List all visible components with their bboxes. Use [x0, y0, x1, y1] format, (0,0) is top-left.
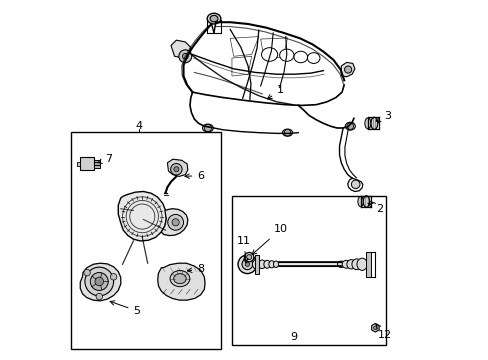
Ellipse shape — [273, 261, 278, 267]
Bar — [254, 255, 258, 274]
Polygon shape — [260, 38, 287, 59]
Text: 4: 4 — [135, 121, 142, 131]
Circle shape — [90, 273, 108, 291]
Bar — [94, 159, 100, 168]
Circle shape — [344, 66, 351, 73]
Text: 11: 11 — [236, 236, 250, 263]
Ellipse shape — [370, 117, 377, 130]
Ellipse shape — [364, 118, 370, 129]
Text: 3: 3 — [375, 111, 390, 121]
Polygon shape — [230, 37, 258, 56]
Bar — [366, 252, 370, 277]
Circle shape — [182, 53, 188, 59]
Text: 5: 5 — [110, 301, 140, 316]
Circle shape — [204, 125, 211, 132]
Ellipse shape — [173, 274, 186, 284]
Ellipse shape — [357, 196, 363, 207]
Ellipse shape — [337, 261, 345, 267]
Circle shape — [373, 326, 376, 329]
Polygon shape — [80, 263, 121, 301]
Text: 9: 9 — [290, 332, 297, 342]
Polygon shape — [171, 40, 190, 58]
Polygon shape — [118, 192, 166, 241]
Ellipse shape — [356, 258, 366, 270]
Circle shape — [242, 259, 252, 270]
Bar — [278, 262, 341, 266]
Circle shape — [85, 267, 113, 296]
Polygon shape — [231, 56, 251, 76]
Ellipse shape — [170, 271, 189, 287]
Ellipse shape — [307, 53, 319, 63]
Circle shape — [244, 262, 249, 266]
Ellipse shape — [342, 260, 350, 268]
Circle shape — [179, 50, 191, 63]
Ellipse shape — [261, 48, 277, 61]
Ellipse shape — [252, 260, 260, 269]
Circle shape — [95, 277, 103, 286]
Polygon shape — [161, 209, 187, 235]
Circle shape — [110, 274, 117, 280]
Polygon shape — [371, 323, 378, 332]
Circle shape — [174, 167, 179, 172]
Ellipse shape — [293, 51, 307, 63]
Bar — [77, 162, 80, 166]
Text: 8: 8 — [187, 264, 204, 274]
Circle shape — [351, 180, 359, 189]
Text: 12: 12 — [375, 324, 391, 340]
Circle shape — [96, 293, 102, 300]
Circle shape — [83, 269, 90, 276]
Polygon shape — [341, 62, 354, 77]
Circle shape — [238, 255, 256, 274]
Circle shape — [167, 215, 183, 230]
Text: 6: 6 — [184, 171, 204, 181]
Ellipse shape — [345, 122, 355, 130]
Bar — [231, 196, 386, 345]
Circle shape — [284, 130, 290, 136]
Bar — [70, 132, 221, 348]
Ellipse shape — [207, 13, 221, 24]
Text: 1: 1 — [267, 85, 283, 99]
Text: 2: 2 — [367, 203, 383, 215]
Circle shape — [172, 219, 179, 226]
Polygon shape — [167, 159, 187, 176]
Polygon shape — [158, 263, 204, 300]
Ellipse shape — [346, 260, 355, 269]
Ellipse shape — [268, 261, 274, 268]
Circle shape — [170, 163, 182, 175]
Ellipse shape — [279, 49, 293, 61]
Ellipse shape — [210, 15, 218, 22]
Ellipse shape — [282, 129, 292, 136]
Bar — [80, 157, 94, 170]
Circle shape — [346, 123, 353, 130]
Ellipse shape — [202, 124, 213, 132]
Circle shape — [244, 252, 253, 262]
Ellipse shape — [264, 260, 270, 268]
Text: 7: 7 — [98, 154, 112, 164]
Ellipse shape — [363, 196, 369, 207]
Ellipse shape — [258, 260, 265, 269]
Text: 10: 10 — [251, 225, 287, 255]
Ellipse shape — [351, 259, 361, 270]
Circle shape — [246, 255, 251, 260]
